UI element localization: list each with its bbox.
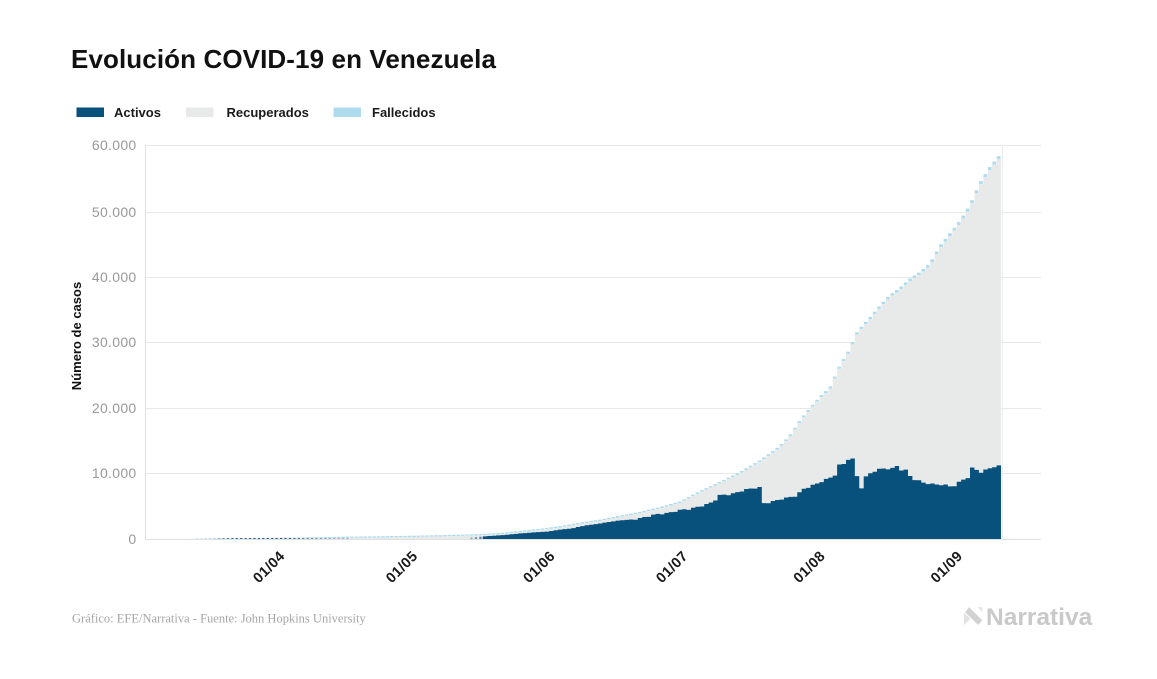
svg-text:20.000: 20.000 — [92, 400, 137, 416]
svg-text:Gráfico: EFE/Narrativa - Fuent: Gráfico: EFE/Narrativa - Fuente: John Ho… — [72, 612, 366, 626]
svg-text:50.000: 50.000 — [92, 204, 137, 220]
svg-text:01/08: 01/08 — [791, 549, 829, 587]
svg-text:60.000: 60.000 — [92, 137, 137, 153]
svg-text:01/04: 01/04 — [250, 549, 288, 587]
svg-text:Número de casos: Número de casos — [69, 282, 84, 390]
svg-text:Activos: Activos — [114, 105, 161, 120]
svg-text:30.000: 30.000 — [92, 334, 137, 350]
svg-text:01/05: 01/05 — [383, 549, 421, 587]
svg-text:01/09: 01/09 — [928, 549, 966, 587]
svg-text:10.000: 10.000 — [92, 465, 137, 481]
svg-text:01/06: 01/06 — [521, 549, 559, 587]
svg-text:0: 0 — [128, 531, 136, 547]
svg-text:Narrativa: Narrativa — [986, 604, 1093, 631]
svg-text:Recuperados: Recuperados — [227, 105, 309, 120]
svg-text:01/07: 01/07 — [653, 549, 691, 587]
svg-text:40.000: 40.000 — [92, 269, 137, 285]
svg-text:Fallecidos: Fallecidos — [372, 105, 436, 120]
svg-text:Evolución COVID-19 en Venezuel: Evolución COVID-19 en Venezuela — [71, 44, 496, 74]
